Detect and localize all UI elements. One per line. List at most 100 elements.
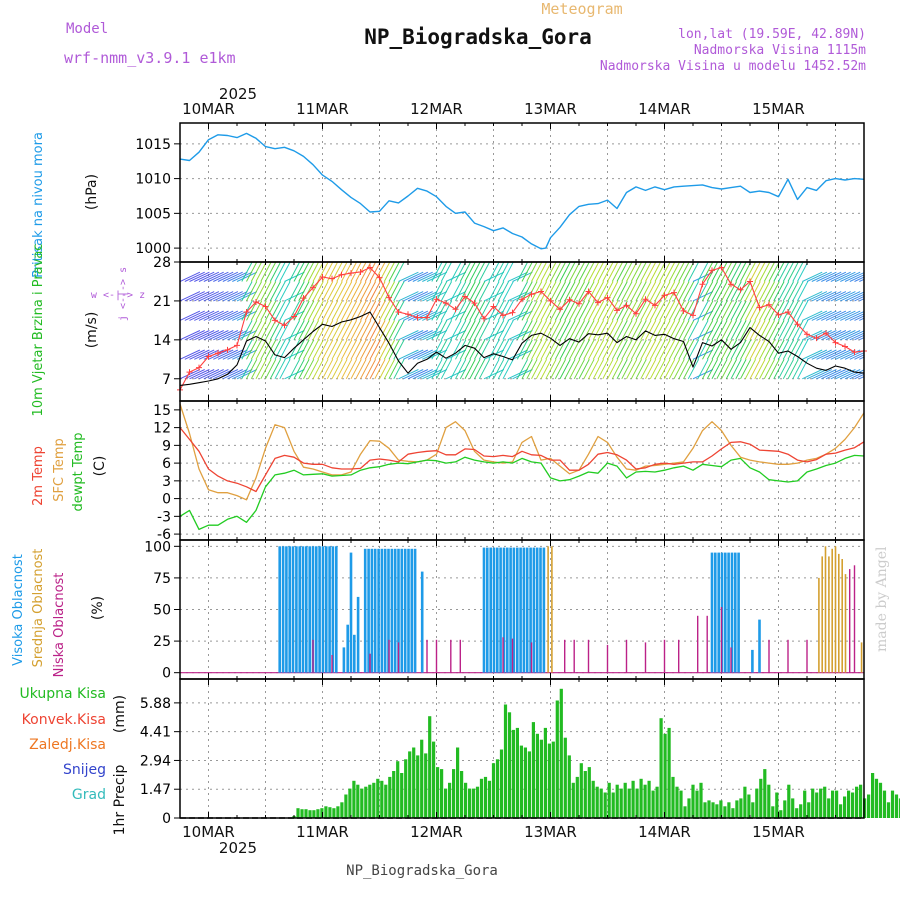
wind-barb (716, 262, 728, 282)
wind-barb (446, 262, 448, 263)
precip-bar (611, 792, 615, 818)
wind-barb (692, 291, 714, 302)
wind-barb (369, 339, 381, 360)
wind-barb (802, 310, 823, 321)
wind-barb (550, 339, 562, 360)
wind-barb (535, 300, 548, 321)
wind-barb (265, 359, 277, 380)
precip-bar (631, 780, 635, 818)
precip-bar (671, 776, 675, 818)
wind-gust-marker (642, 296, 649, 303)
wind-barb (849, 371, 864, 380)
wind-barb (265, 320, 277, 341)
wind-barb (773, 339, 785, 360)
wind-barb (778, 300, 790, 321)
cloud-high-bar (288, 546, 291, 673)
wind-barb (269, 359, 282, 380)
cloud-high-bar (281, 546, 285, 673)
wind-barb (326, 300, 339, 321)
wind-barb (636, 262, 637, 263)
wind-barb (351, 262, 352, 263)
wind-barb (436, 359, 448, 380)
wind-barb (782, 281, 795, 302)
wind-barb (227, 271, 248, 282)
wind-barb (436, 262, 438, 263)
wind-barb (288, 300, 301, 321)
wind-barb (683, 262, 695, 282)
wind-barb (863, 300, 864, 301)
precip-bar (894, 794, 899, 818)
precip-bar (715, 804, 719, 818)
cloud-low-bar (768, 639, 770, 673)
wind-barb (716, 281, 728, 302)
wind-barb (184, 330, 205, 341)
wind-barb (564, 262, 566, 263)
wind-barb (840, 262, 842, 263)
wind-gust-marker (585, 288, 592, 295)
wind-barb (602, 300, 614, 321)
wind-barb (379, 300, 391, 321)
wind-barb (440, 359, 453, 380)
wind-barb (859, 376, 864, 380)
y-tick-label: 9 (162, 438, 171, 454)
wind-gust-marker (671, 289, 677, 296)
wind-barb (730, 300, 742, 321)
wind-barb (213, 310, 234, 321)
wind-barb (255, 359, 267, 380)
wind-barb (521, 262, 533, 282)
wind-barb (792, 359, 804, 380)
wind-barb (554, 359, 567, 380)
precip-bar (847, 790, 851, 818)
precip-bar (316, 809, 320, 818)
wind-barb (322, 320, 334, 341)
precip-bar (819, 788, 823, 818)
wind-barb (778, 339, 790, 360)
wind-barb (516, 359, 529, 380)
wind-barb (683, 320, 695, 341)
precip-bar (691, 784, 695, 818)
wind-gust-marker (224, 346, 231, 353)
cloud-high-bar (377, 548, 380, 673)
wind-gust-marker (462, 293, 468, 300)
wind-barb (184, 369, 205, 380)
wind-barb (564, 300, 576, 321)
wind-barb (274, 359, 286, 380)
cloud-low-bar (435, 639, 438, 673)
precip-bar (567, 755, 571, 818)
precip-bar (416, 755, 420, 818)
wind-barb (612, 262, 613, 263)
wind-barb (569, 320, 581, 341)
wind-barb (412, 349, 433, 360)
wind-barb (773, 281, 785, 302)
precip-bar (392, 771, 396, 818)
precip-bar (731, 808, 735, 818)
wind-barb (654, 300, 666, 321)
wind-barb (246, 320, 258, 341)
precip-bar (890, 790, 895, 818)
wind-barb (849, 293, 864, 302)
wind-barb (478, 359, 491, 380)
dewpt-name: dewpt Temp (71, 432, 86, 511)
wind-barb (222, 262, 224, 263)
y-tick-label: 15 (153, 403, 171, 419)
precip-bar (719, 800, 723, 818)
cloud-mid-bar (844, 574, 847, 673)
wind-barb (516, 339, 529, 360)
wind-barb (198, 310, 220, 321)
precip-bar (535, 733, 539, 818)
cloud-low-bar (388, 639, 390, 673)
wind-barb (331, 359, 343, 380)
cloud-mid-bar (824, 546, 827, 673)
precip-legend-convective: Konvek.Kisa (22, 712, 106, 728)
wind-barb (540, 300, 552, 321)
wind-barb (564, 359, 576, 380)
wind-barb (573, 359, 586, 380)
wind-barb (488, 359, 500, 380)
wind-barb (668, 262, 681, 282)
precip-bar (372, 782, 376, 818)
wind-barb (683, 281, 695, 302)
precip-bar (328, 807, 332, 818)
wind-barb (407, 369, 429, 380)
wind-barb (806, 369, 828, 380)
wind-barb (621, 281, 633, 302)
